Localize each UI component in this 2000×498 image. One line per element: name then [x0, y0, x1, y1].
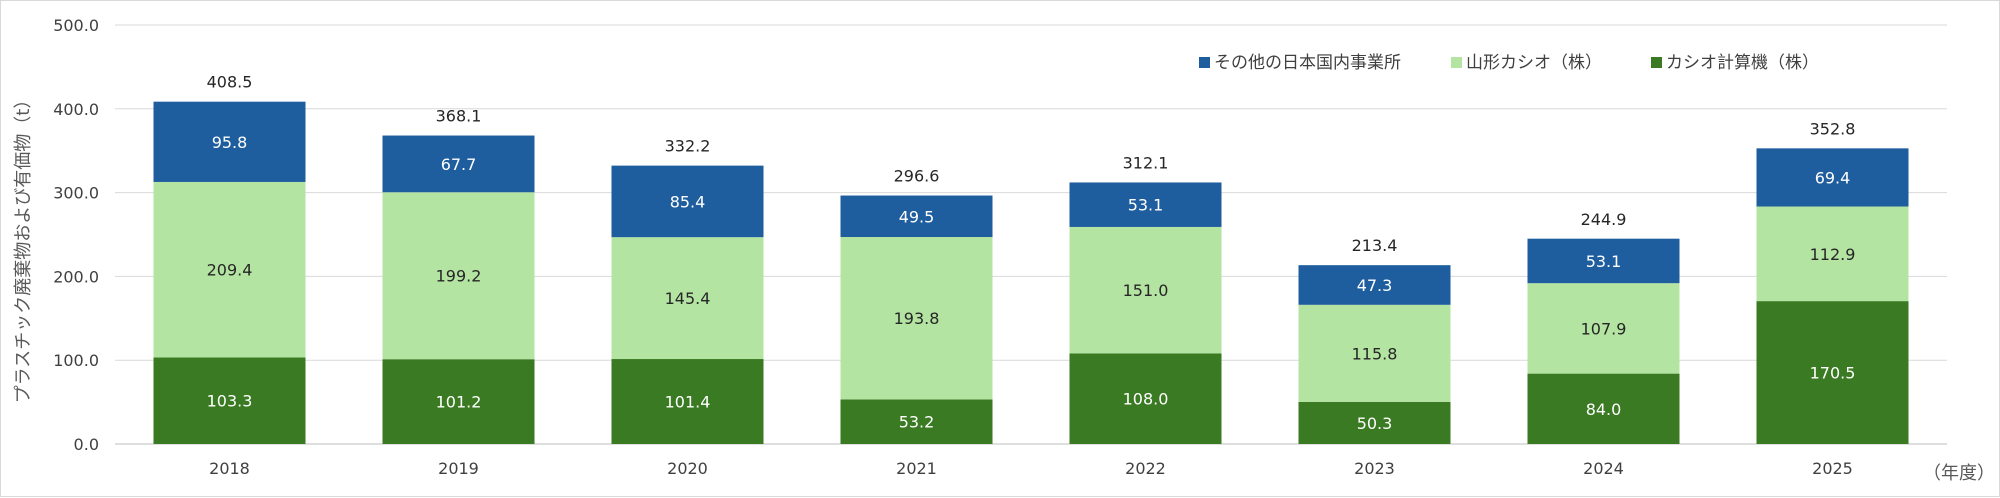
total-label: 312.1 — [1123, 153, 1169, 172]
y-tick-label: 300.0 — [53, 184, 99, 203]
data-label: 49.5 — [899, 207, 935, 226]
x-tick-label: 2025 — [1812, 459, 1853, 478]
y-tick-label: 400.0 — [53, 100, 99, 119]
data-label: 69.4 — [1815, 168, 1851, 187]
x-tick-label: 2020 — [667, 459, 708, 478]
bar-segment — [153, 101, 306, 182]
legend-swatch — [1651, 57, 1662, 68]
data-label: 50.3 — [1357, 414, 1393, 433]
data-label: 53.2 — [899, 413, 935, 432]
y-tick-label: 500.0 — [53, 16, 99, 35]
total-label: 244.9 — [1581, 210, 1627, 229]
x-tick-label: 2018 — [209, 459, 250, 478]
data-label: 115.8 — [1352, 344, 1398, 363]
legend-entry: その他の日本国内事業所 — [1214, 53, 1401, 73]
data-label: 47.3 — [1357, 276, 1393, 295]
bar-segment — [1756, 148, 1909, 207]
bar-segment — [1527, 283, 1680, 374]
data-label: 108.0 — [1123, 390, 1169, 409]
bar-segment — [611, 359, 764, 444]
data-label: 85.4 — [670, 192, 706, 211]
bar-segment — [382, 359, 535, 444]
bar-segment — [611, 165, 764, 238]
data-label: 101.2 — [436, 393, 482, 412]
data-label: 107.9 — [1581, 319, 1627, 338]
x-axis-title: （年度） — [1923, 463, 1995, 484]
bar-segment — [840, 195, 993, 238]
bar-segment — [840, 399, 993, 444]
data-label: 84.0 — [1586, 400, 1622, 419]
x-tick-label: 2023 — [1354, 459, 1395, 478]
bar-segment — [611, 237, 764, 360]
data-label: 193.8 — [894, 309, 940, 328]
legend-entry: 山形カシオ（株） — [1466, 53, 1602, 73]
legend-swatch — [1199, 57, 1210, 68]
y-tick-label: 200.0 — [53, 267, 99, 286]
bar-segment — [1069, 353, 1222, 444]
data-label: 151.0 — [1123, 281, 1169, 300]
bar-segment — [1527, 373, 1680, 444]
bar-segment — [840, 237, 993, 400]
data-label: 112.9 — [1810, 245, 1856, 264]
bar-segment — [1298, 304, 1451, 402]
data-label: 53.1 — [1586, 252, 1622, 271]
total-label: 332.2 — [665, 137, 711, 156]
bar-segment — [382, 192, 535, 360]
total-label: 368.1 — [436, 107, 482, 126]
total-label: 352.8 — [1810, 119, 1856, 138]
data-label: 209.4 — [207, 261, 253, 280]
bar-segment — [153, 357, 306, 444]
y-tick-label: 0.0 — [74, 435, 99, 454]
y-tick-label: 100.0 — [53, 351, 99, 370]
x-tick-label: 2022 — [1125, 459, 1166, 478]
data-label: 53.1 — [1128, 196, 1164, 215]
x-tick-label: 2019 — [438, 459, 479, 478]
x-tick-label: 2021 — [896, 459, 937, 478]
legend-swatch — [1451, 57, 1462, 68]
data-label: 101.4 — [665, 393, 711, 412]
bar-segment — [382, 135, 535, 193]
data-label: 67.7 — [441, 155, 477, 174]
data-label: 199.2 — [436, 267, 482, 286]
bar-segment — [1069, 182, 1222, 227]
data-label: 170.5 — [1810, 364, 1856, 383]
bar-segment — [153, 181, 306, 358]
legend-entry: カシオ計算機（株） — [1666, 53, 1819, 73]
bar-segment — [1298, 401, 1451, 444]
data-label: 95.8 — [212, 133, 248, 152]
total-label: 213.4 — [1352, 236, 1398, 255]
bar-segment — [1298, 265, 1451, 305]
bar-segment — [1756, 206, 1909, 302]
y-axis-title: プラスチック廃棄物および有価物（t） — [13, 91, 34, 404]
bar-segment — [1069, 226, 1222, 354]
data-label: 103.3 — [207, 392, 253, 411]
x-tick-label: 2024 — [1583, 459, 1624, 478]
total-label: 296.6 — [894, 166, 940, 185]
bar-segment — [1527, 238, 1680, 284]
bar-segment — [1756, 301, 1909, 444]
data-label: 145.4 — [665, 289, 711, 308]
total-label: 408.5 — [207, 73, 253, 92]
